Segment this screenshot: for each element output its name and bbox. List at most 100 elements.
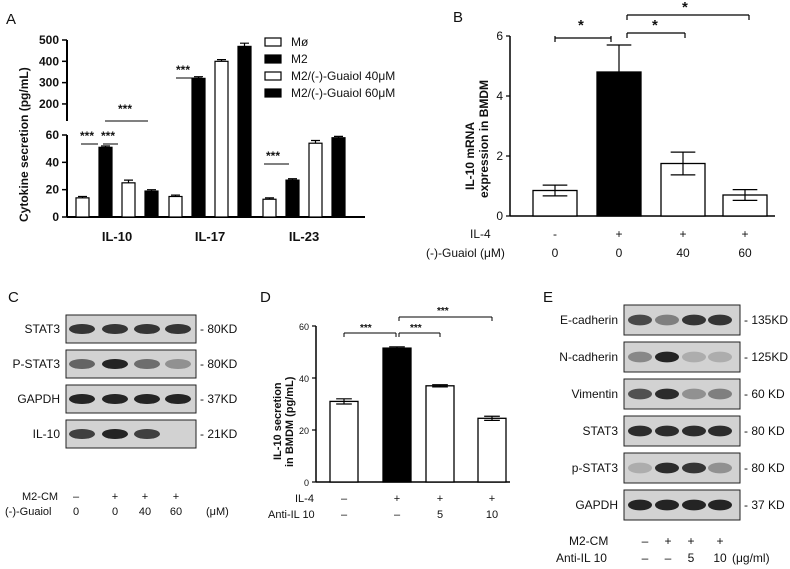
band-E-cadherin-0	[628, 314, 652, 326]
band-P-STAT3-2	[134, 358, 160, 370]
blot-N-cadherin	[623, 341, 741, 373]
band-P-STAT3-1	[102, 358, 128, 370]
legend-swatch-a-2	[264, 71, 282, 81]
blot-label-P-STAT3: P-STAT3	[12, 357, 60, 371]
sig-b1: *	[578, 17, 584, 34]
panel-b-letter: B	[453, 9, 463, 26]
b-row-r1-c2: 40	[676, 246, 690, 260]
tick-label-a-2: 400	[39, 54, 59, 68]
errbar-a-IL-10-3	[147, 189, 156, 192]
sig-a3: ***	[118, 102, 132, 116]
band-Vimentin-3	[708, 388, 732, 400]
band-Vimentin-0	[628, 388, 652, 400]
panel-c-row-guaiol: (-)-Guaiol	[5, 506, 51, 518]
band-STAT3-1	[102, 323, 128, 335]
blot-size-STAT3: - 80 KD	[744, 424, 785, 438]
blot-label-E-cadherin: E-cadherin	[560, 313, 618, 327]
band-STAT3-0	[69, 323, 95, 335]
d-err-1	[389, 346, 405, 349]
b-row-r0-c1: +	[615, 227, 622, 241]
band-GAPDH-2	[134, 393, 160, 405]
category-a-0: IL-10	[102, 229, 132, 244]
d-row-r1-c0: –	[341, 509, 348, 521]
bar-a-IL-17-1	[191, 77, 206, 218]
band-IL-10-1	[102, 428, 128, 440]
d-tick-label-3: 60	[299, 322, 309, 332]
c-row-r0-c1: +	[112, 491, 118, 503]
errbar-a-IL-23-2	[311, 139, 320, 144]
band-p-STAT3-2	[682, 462, 706, 474]
band-p-STAT3-0	[628, 462, 652, 474]
b-bar-1	[596, 71, 642, 217]
panel-c-blots: STAT3 - 80KD P-STAT3 - 80KD GAPDH - 37KD IL-10…	[12, 314, 238, 449]
b-tick-label-2: 4	[496, 89, 503, 103]
e-row-r1-c2: 5	[688, 551, 695, 565]
tick-label-a-5: 20	[46, 183, 60, 197]
blot-size-Vimentin: - 60 KD	[744, 387, 785, 401]
panel-d-significance: *** *** ***	[343, 306, 493, 337]
blot-size-E-cadherin: - 135KD	[744, 313, 788, 327]
b-tick-label-3: 6	[496, 29, 503, 43]
d-err-3	[484, 415, 500, 421]
panel-d-row-anti: Anti-IL 10	[268, 509, 315, 521]
d-bar-3	[477, 417, 507, 483]
band-E-cadherin-3	[708, 314, 732, 326]
blot-label-GAPDH: GAPDH	[17, 392, 60, 406]
c-row-r1-c2: 40	[139, 506, 151, 518]
panel-b-row-il4: IL-4	[470, 227, 491, 241]
band-IL-10-0	[69, 428, 95, 440]
d-bar-2	[425, 385, 455, 483]
tick-label-a-7: 60	[46, 128, 60, 142]
b-row-r1-c1: 0	[616, 246, 623, 260]
panel-d-ylabel-2: in BMDM (pg/mL)	[284, 376, 296, 467]
c-row-r1-c0: 0	[73, 506, 79, 518]
errbar-a-IL-17-0	[171, 194, 180, 197]
errbar-a-IL-17-2	[217, 59, 226, 62]
panel-c-letter: C	[8, 289, 19, 306]
bar-a-IL-23-2	[308, 142, 323, 218]
band-STAT3-2	[134, 323, 160, 335]
band-GAPDH-1	[102, 393, 128, 405]
tick-label-a-6: 40	[46, 155, 60, 169]
legend-swatch-a-1	[264, 54, 282, 64]
panel-e-row-anti: Anti-IL 10	[556, 551, 607, 565]
legend-label-a-1: M2	[291, 52, 308, 66]
panel-a-significance: *** *** *** *** ***	[80, 63, 289, 165]
panel-c-row-m2cm: M2-CM	[22, 491, 58, 503]
panel-d-ticks: 0 20 40 60	[299, 322, 316, 488]
blot-label-GAPDH: GAPDH	[575, 498, 618, 512]
category-a-1: IL-17	[195, 229, 225, 244]
legend-label-a-2: M2/(-)-Guaiol 40μM	[291, 69, 395, 83]
sig-d2: ***	[437, 306, 449, 317]
blot-label-STAT3: STAT3	[24, 322, 60, 336]
sig-a4: ***	[176, 63, 190, 77]
d-err-0	[336, 398, 352, 405]
blot-size-STAT3: - 80KD	[200, 322, 238, 336]
bar-a-IL-10-1	[98, 146, 113, 218]
c-row-r1-c1: 0	[112, 506, 118, 518]
errbar-a-IL-23-1	[288, 178, 297, 181]
panel-a-letter: A	[6, 11, 16, 28]
band-STAT3-2	[682, 425, 706, 437]
blot-label-N-cadherin: N-cadherin	[559, 350, 618, 364]
d-row-r0-c2: +	[437, 493, 443, 505]
errbar-a-IL-10-2	[124, 179, 133, 183]
panel-b-row-values: - + + +0 0 40 60	[552, 227, 752, 260]
b-err-3	[732, 189, 758, 201]
d-row-r1-c2: 5	[437, 509, 443, 521]
legend-label-a-0: Mø	[291, 35, 309, 49]
e-row-r1-c1: –	[665, 551, 672, 565]
band-STAT3-3	[708, 425, 732, 437]
band-GAPDH-3	[165, 393, 191, 405]
band-p-STAT3-1	[655, 462, 679, 474]
bar-a-IL-23-3	[331, 137, 346, 218]
panel-a-legend: Mø M2 M2/(-)-Guaiol 40μM M2/(-)-Guaiol 60μM	[264, 35, 395, 100]
bar-a-IL-17-2	[214, 60, 229, 218]
band-STAT3-0	[628, 425, 652, 437]
tick-label-a-1: 300	[39, 76, 59, 90]
d-row-r0-c0: –	[341, 493, 348, 505]
panel-e-unit: (μg/ml)	[732, 551, 770, 565]
bar-a-IL-10-3	[144, 190, 159, 218]
b-tick-label-0: 0	[496, 209, 503, 223]
